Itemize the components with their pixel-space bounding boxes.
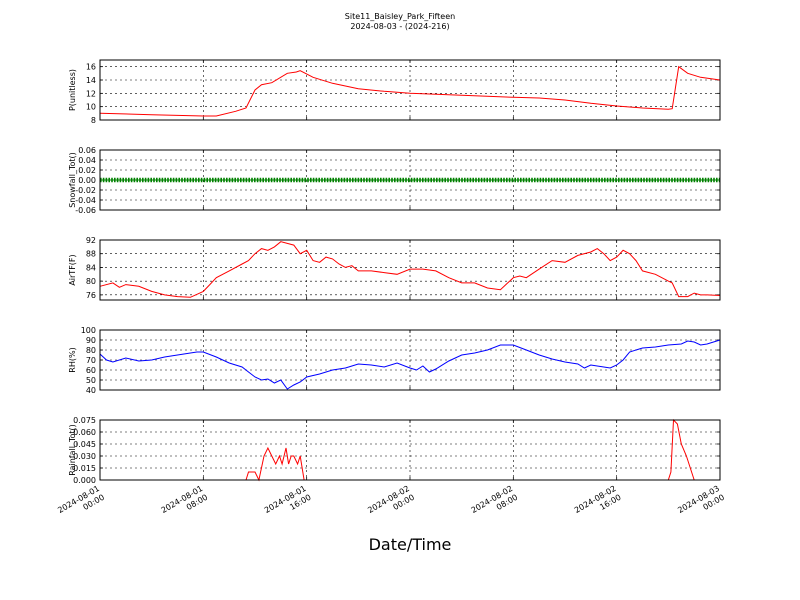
- y-tick-label: -0.04: [75, 196, 96, 205]
- series-line: [99, 65, 721, 117]
- series-line: [99, 339, 721, 390]
- y-tick-label: 70: [86, 356, 96, 365]
- x-tick-label: 2024-08-0108:00: [160, 484, 210, 524]
- axes-frame: [99, 59, 721, 121]
- y-tick-label: 60: [86, 366, 96, 375]
- x-tick-label: 2024-08-0216:00: [573, 484, 623, 524]
- y-tick-label: 0.060: [73, 428, 96, 437]
- x-axis-label: Date/Time: [369, 535, 452, 554]
- panel-1: 8 10 12 14 16 P(unitless): [68, 59, 721, 125]
- y-tick-label: 50: [86, 376, 96, 385]
- y-axis-label: AirTF(F): [68, 254, 77, 285]
- y-tick-label: 0.045: [73, 440, 96, 449]
- x-tick-label: 2024-08-0300:00: [676, 484, 726, 524]
- series-line: [100, 418, 720, 482]
- panel-5: 0.000 0.015 0.030 0.045 0.060 0.075Rainfall_T…: [68, 416, 721, 485]
- x-tick-label: 2024-08-0100:00: [56, 484, 106, 524]
- y-tick-label: -0.06: [75, 206, 96, 215]
- y-tick-label: 0.000: [73, 476, 96, 485]
- y-tick-label: 0.00: [78, 176, 96, 185]
- series-line: [99, 241, 721, 298]
- x-tick-label: 2024-08-0208:00: [470, 484, 520, 524]
- x-tick-label: 2024-08-0116:00: [263, 484, 313, 524]
- y-tick-label: 14: [86, 76, 96, 85]
- y-tick-label: 88: [86, 250, 96, 259]
- y-tick-label: 12: [86, 89, 96, 98]
- y-tick-label: 16: [86, 63, 96, 72]
- y-tick-label: 0.075: [73, 416, 96, 425]
- y-tick-label: 0.02: [78, 166, 96, 175]
- axes-frame: [99, 419, 721, 481]
- y-tick-label: 80: [86, 346, 96, 355]
- y-tick-label: 100: [81, 326, 96, 335]
- panel-2: -0.06-0.04-0.020.000.020.040.06Snowfall_…: [68, 146, 721, 215]
- chart-subtitle: 2024-08-03 - (2024-216): [350, 22, 449, 31]
- y-axis-label: Rainfall_Tot(): [68, 424, 77, 476]
- panel-3: 76 80 84 88 92 AirTF(F): [68, 236, 721, 301]
- axes-frame: [99, 149, 721, 211]
- x-tick-labels: 2024-08-0100:00 2024-08-0108:00 2024-08-01…: [56, 484, 726, 524]
- x-tick-label: 2024-08-0200:00: [366, 484, 416, 524]
- panels: 810121416P(unitless)-0.06-0.04-0.020.000…: [68, 59, 721, 485]
- chart-title: Site11_Baisley_Park_Fifteen: [345, 12, 455, 21]
- y-tick-label: 0.015: [73, 464, 96, 473]
- y-tick-label: 76: [86, 291, 96, 300]
- y-tick-label: 90: [86, 336, 96, 345]
- y-tick-label: 10: [86, 103, 96, 112]
- y-tick-label: 0.06: [78, 146, 96, 155]
- y-tick-label: 0.030: [73, 452, 96, 461]
- axes-frame: [99, 239, 721, 301]
- y-tick-label: 84: [86, 263, 96, 272]
- y-tick-label: 92: [86, 236, 96, 245]
- y-tick-label: 0.04: [78, 156, 96, 165]
- y-axis-label: P(unitless): [68, 69, 77, 111]
- y-tick-label: 8: [91, 116, 96, 125]
- axes-frame: [99, 329, 721, 391]
- y-axis-label: Snowfall_Tot(): [68, 152, 77, 208]
- y-tick-label: 40: [86, 386, 96, 395]
- y-axis-label: RH(%): [68, 347, 77, 372]
- y-tick-label: 80: [86, 277, 96, 286]
- y-tick-label: -0.02: [75, 186, 96, 195]
